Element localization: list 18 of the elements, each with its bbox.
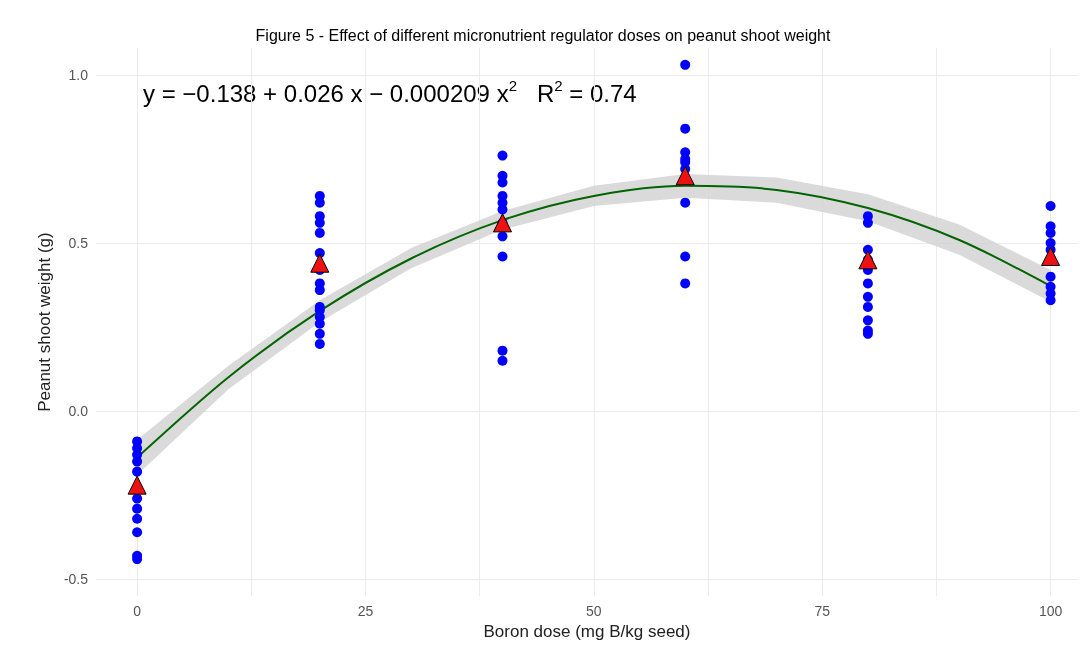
- y-tick-label: -0.5: [63, 571, 89, 588]
- point: [1041, 246, 1061, 266]
- x-axis-title: Boron dose (mg B/kg seed): [483, 622, 691, 641]
- point: [675, 166, 695, 186]
- point: [310, 253, 330, 273]
- x-tick-label: 0: [133, 603, 142, 620]
- y-axis-title: Peanut shoot weight (g): [34, 232, 54, 412]
- y-tick-label: 0.5: [68, 235, 89, 252]
- x-tick-label: 100: [1038, 603, 1063, 620]
- x-tick-label: 25: [357, 603, 374, 620]
- x-tick-label: 50: [586, 603, 602, 620]
- chart-title: Figure 5 - Effect of different micronutrient regulator doses on peanut shoot weight: [255, 26, 831, 44]
- y-tick-label: 1.0: [68, 66, 89, 83]
- point: [493, 213, 512, 233]
- point: [127, 475, 147, 495]
- x-tick-label: 75: [814, 603, 831, 620]
- point: [858, 250, 878, 270]
- y-tick-label: 0.0: [68, 403, 89, 420]
